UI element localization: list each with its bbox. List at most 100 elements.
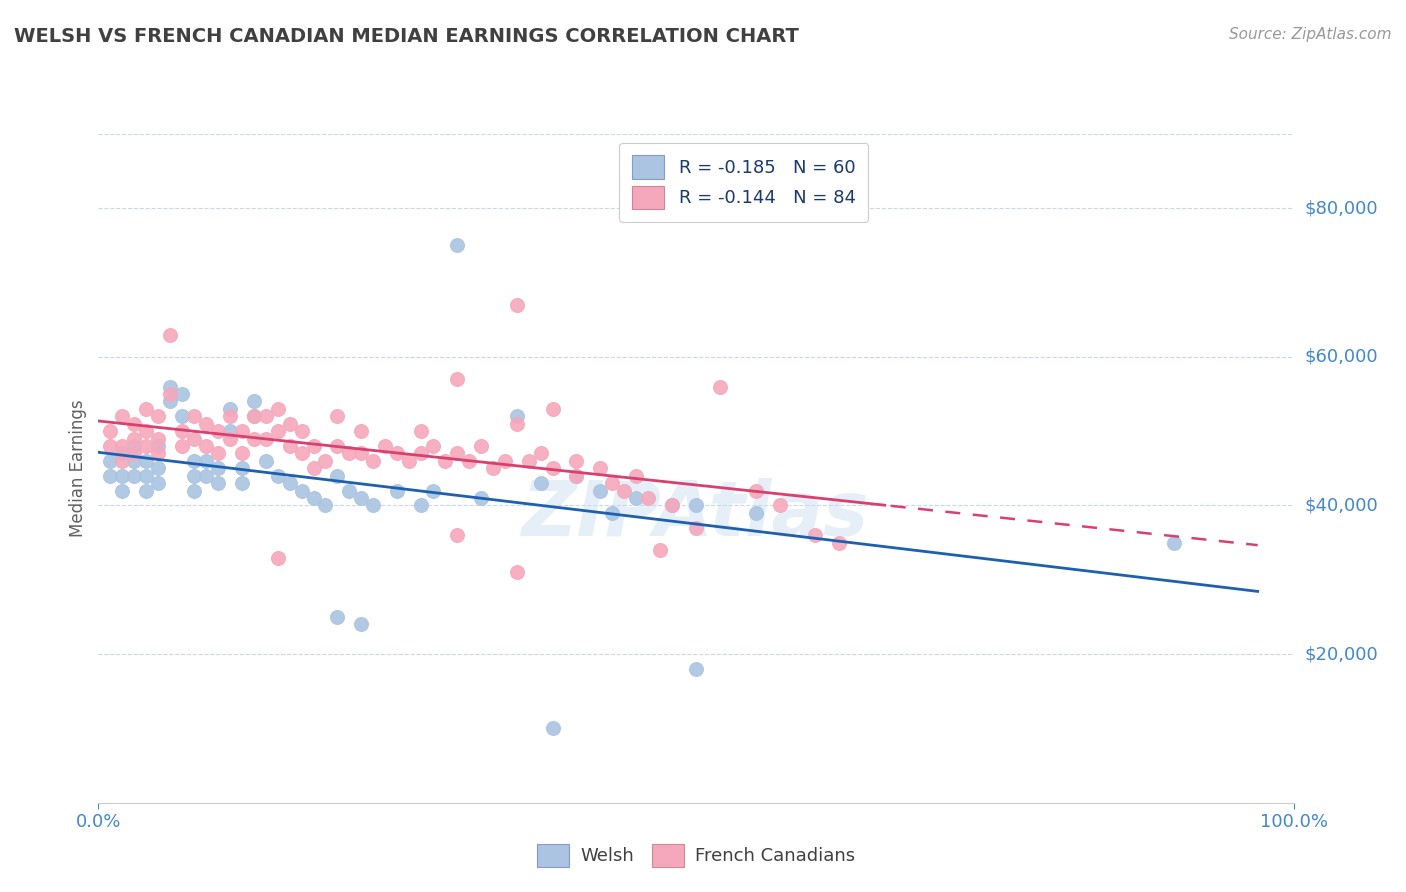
- Point: [172, 424, 194, 438]
- Point: [135, 454, 157, 468]
- Point: [135, 468, 157, 483]
- Point: [148, 446, 170, 460]
- Point: [111, 483, 134, 498]
- Point: [828, 535, 851, 549]
- Point: [267, 424, 290, 438]
- Point: [470, 491, 492, 505]
- Point: [494, 454, 516, 468]
- Point: [589, 461, 612, 475]
- Point: [135, 401, 157, 416]
- Point: [219, 424, 242, 438]
- Point: [159, 394, 181, 409]
- Point: [124, 417, 146, 431]
- Point: [267, 468, 290, 483]
- Point: [183, 454, 205, 468]
- Point: [648, 543, 672, 558]
- Point: [148, 461, 170, 475]
- Point: [111, 454, 134, 468]
- Point: [183, 483, 205, 498]
- Point: [243, 409, 266, 424]
- Point: [194, 454, 217, 468]
- Point: [685, 521, 707, 535]
- Point: [422, 439, 444, 453]
- Point: [207, 461, 229, 475]
- Point: [194, 468, 217, 483]
- Point: [159, 387, 181, 401]
- Point: [637, 491, 659, 505]
- Point: [111, 439, 134, 453]
- Point: [267, 401, 290, 416]
- Point: [446, 446, 468, 460]
- Point: [541, 401, 564, 416]
- Point: [302, 461, 325, 475]
- Point: [613, 483, 636, 498]
- Point: [124, 432, 146, 446]
- Point: [350, 491, 373, 505]
- Point: [624, 468, 647, 483]
- Point: [446, 238, 468, 252]
- Point: [506, 409, 529, 424]
- Point: [661, 499, 683, 513]
- Point: [194, 439, 217, 453]
- Point: [290, 424, 312, 438]
- Point: [278, 417, 301, 431]
- Point: [135, 483, 157, 498]
- Point: [98, 424, 122, 438]
- Point: [517, 454, 540, 468]
- Point: [506, 298, 529, 312]
- Point: [363, 454, 385, 468]
- Point: [111, 468, 134, 483]
- Point: [661, 499, 683, 513]
- Text: $60,000: $60,000: [1305, 348, 1378, 366]
- Point: [172, 439, 194, 453]
- Point: [411, 446, 433, 460]
- Point: [411, 499, 433, 513]
- Point: [600, 506, 623, 520]
- Text: Source: ZipAtlas.com: Source: ZipAtlas.com: [1229, 27, 1392, 42]
- Point: [326, 439, 349, 453]
- Point: [159, 379, 181, 393]
- Point: [172, 387, 194, 401]
- Point: [685, 662, 707, 676]
- Text: $20,000: $20,000: [1305, 645, 1378, 663]
- Point: [219, 409, 242, 424]
- Point: [326, 409, 349, 424]
- Point: [278, 439, 301, 453]
- Point: [231, 461, 253, 475]
- Point: [148, 432, 170, 446]
- Point: [385, 483, 409, 498]
- Text: ZIPAtlas: ZIPAtlas: [522, 478, 870, 552]
- Point: [207, 476, 229, 491]
- Point: [254, 432, 277, 446]
- Point: [98, 439, 122, 453]
- Point: [231, 424, 253, 438]
- Point: [804, 528, 827, 542]
- Point: [709, 379, 731, 393]
- Point: [243, 394, 266, 409]
- Point: [529, 476, 551, 491]
- Point: [446, 372, 468, 386]
- Point: [183, 432, 205, 446]
- Point: [398, 454, 420, 468]
- Point: [219, 432, 242, 446]
- Point: [337, 446, 360, 460]
- Point: [589, 483, 612, 498]
- Point: [350, 424, 373, 438]
- Point: [768, 499, 790, 513]
- Point: [385, 446, 409, 460]
- Point: [1163, 535, 1185, 549]
- Point: [124, 468, 146, 483]
- Point: [350, 617, 373, 632]
- Point: [302, 439, 325, 453]
- Point: [148, 409, 170, 424]
- Point: [337, 483, 360, 498]
- Point: [363, 499, 385, 513]
- Point: [172, 409, 194, 424]
- Point: [541, 461, 564, 475]
- Text: $40,000: $40,000: [1305, 497, 1378, 515]
- Point: [278, 476, 301, 491]
- Point: [326, 610, 349, 624]
- Point: [315, 499, 337, 513]
- Point: [124, 454, 146, 468]
- Point: [446, 528, 468, 542]
